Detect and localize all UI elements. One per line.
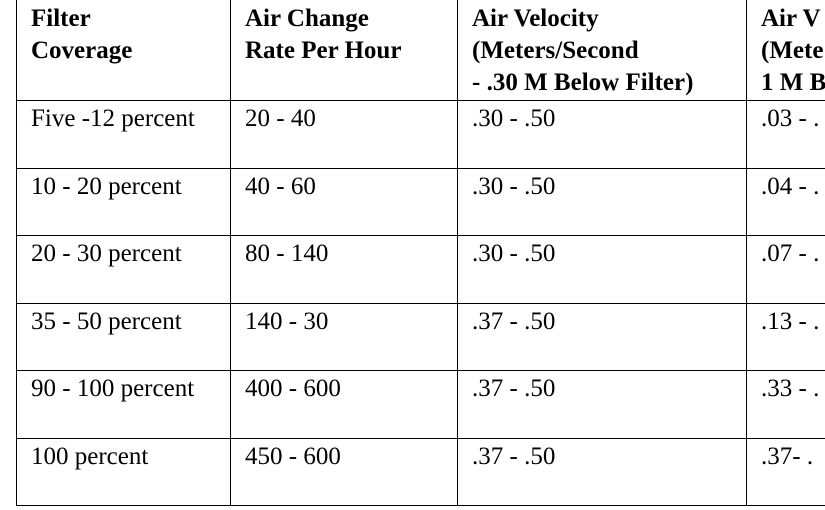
cell-filter-coverage: 35 - 50 percent (16, 302, 231, 371)
table-row: 90 - 100 percent 400 - 600 .37 - .50 .33… (16, 370, 825, 439)
cell-air-velocity-partial: .33 - . (746, 370, 825, 439)
header-air-velocity-partial: Air V (Mete 1 M B (746, 0, 825, 101)
header-line: Air V (761, 5, 821, 32)
header-air-velocity-below-filter: Air Velocity (Meters/Second - .30 M Belo… (457, 0, 747, 101)
cell-air-velocity: .30 - .50 (457, 100, 747, 169)
cell-air-velocity: .30 - .50 (457, 167, 747, 236)
cell-filter-coverage: 90 - 100 percent (16, 370, 231, 439)
cell-air-change-rate: 400 - 600 (230, 370, 458, 439)
table-row: 35 - 50 percent 140 - 30 .37 - .50 .13 -… (16, 302, 825, 371)
header-line: Filter (31, 5, 91, 32)
cell-air-velocity: .37 - .50 (457, 370, 747, 439)
cell-air-velocity: .30 - .50 (457, 235, 747, 304)
cell-air-change-rate: 20 - 40 (230, 100, 458, 169)
header-line: (Mete (761, 37, 824, 64)
cell-filter-coverage: 10 - 20 percent (16, 167, 231, 236)
table-row: 20 - 30 percent 80 - 140 .30 - .50 .07 -… (16, 235, 825, 304)
cell-filter-coverage: Five -12 percent (16, 100, 231, 169)
cell-air-velocity-partial: .13 - . (746, 302, 825, 371)
header-line: (Meters/Second (472, 37, 639, 64)
header-line: Air Velocity (472, 5, 599, 32)
cell-air-change-rate: 40 - 60 (230, 167, 458, 236)
cell-air-change-rate: 140 - 30 (230, 302, 458, 371)
cell-filter-coverage: 100 percent (16, 437, 231, 506)
table-row: 10 - 20 percent 40 - 60 .30 - .50 .04 - … (16, 167, 825, 236)
table-row: Five -12 percent 20 - 40 .30 - .50 .03 -… (16, 100, 825, 169)
header-line: Coverage (31, 37, 133, 64)
header-line: Air Change (245, 5, 369, 32)
cell-air-velocity: .37 - .50 (457, 437, 747, 506)
cell-air-change-rate: 450 - 600 (230, 437, 458, 506)
header-line: - .30 M Below Filter) (472, 69, 694, 96)
cell-air-change-rate: 80 - 140 (230, 235, 458, 304)
filter-coverage-table: Filter Coverage Air Change Rate Per Hour… (16, 0, 825, 506)
header-air-change-rate: Air Change Rate Per Hour (230, 0, 458, 101)
cell-filter-coverage: 20 - 30 percent (16, 235, 231, 304)
table-row: 100 percent 450 - 600 .37 - .50 .37- . (16, 437, 825, 506)
cell-air-velocity: .37 - .50 (457, 302, 747, 371)
cell-air-velocity-partial: .37- . (746, 437, 825, 506)
cell-air-velocity-partial: .03 - . (746, 100, 825, 169)
cell-air-velocity-partial: .04 - . (746, 167, 825, 236)
header-row: Filter Coverage Air Change Rate Per Hour… (16, 0, 825, 101)
header-line: 1 M B (761, 69, 825, 96)
header-filter-coverage: Filter Coverage (16, 0, 231, 101)
cell-air-velocity-partial: .07 - . (746, 235, 825, 304)
header-line: Rate Per Hour (245, 37, 402, 64)
